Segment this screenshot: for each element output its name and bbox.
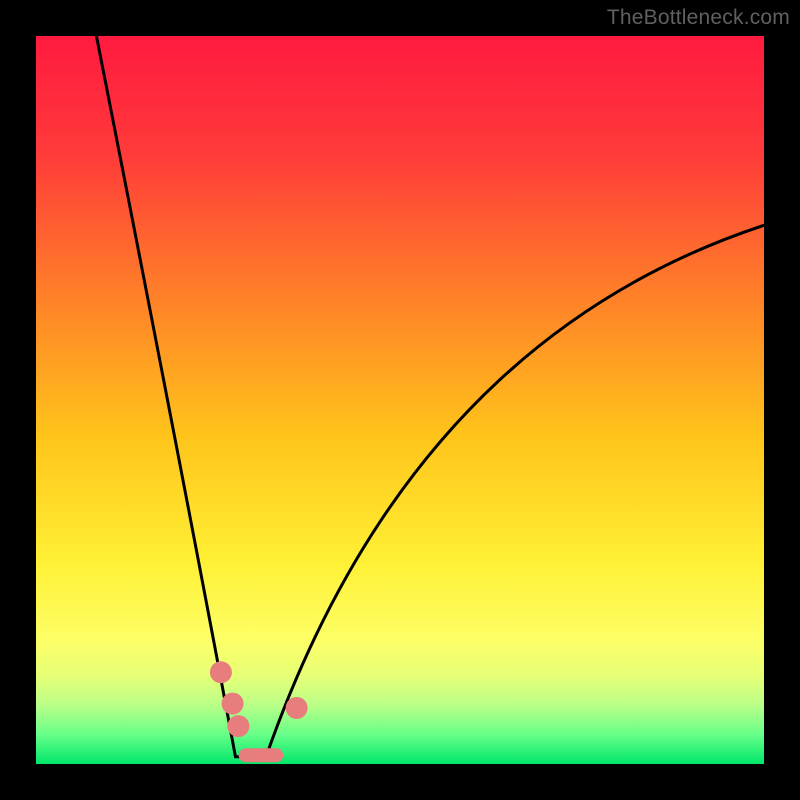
marker-dot	[227, 715, 249, 737]
plot-frame	[36, 36, 764, 764]
chart-container: TheBottleneck.com	[0, 0, 800, 800]
marker-dot	[286, 697, 308, 719]
curve-layer	[36, 36, 764, 764]
marker-blobs	[210, 661, 308, 755]
marker-dot	[210, 661, 232, 683]
curve-path	[96, 36, 764, 757]
attribution-label: TheBottleneck.com	[607, 6, 790, 30]
marker-dot	[222, 693, 244, 715]
bottleneck-curve	[96, 36, 764, 757]
